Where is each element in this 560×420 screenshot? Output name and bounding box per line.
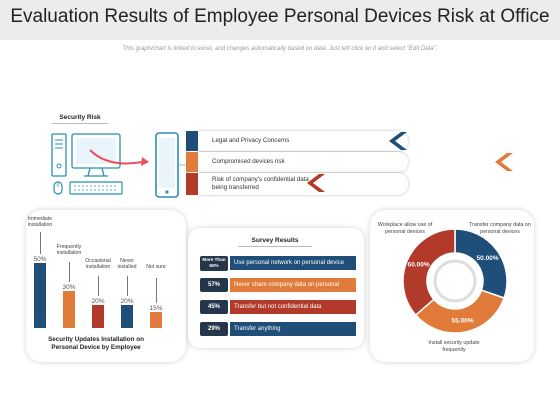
- tablet-icon: [155, 132, 179, 198]
- survey-badge: More Than 60%: [200, 256, 228, 271]
- page-title: Evaluation Results of Employee Personal …: [10, 6, 550, 27]
- bar: [34, 258, 46, 328]
- bar-leader-line: [98, 276, 99, 296]
- bar-chart-panel: [26, 210, 186, 362]
- bar-category-label: Occasional installation: [85, 258, 111, 270]
- bar-leader-line: [40, 232, 41, 254]
- donut-label: Transfer company data on personal device…: [469, 222, 531, 235]
- risk-item-legal: Legal and Privacy Concerns: [186, 131, 408, 151]
- bar: [63, 286, 75, 328]
- donut-label: Install security update frequently: [428, 340, 480, 353]
- donut-label: Workplace allow use of personal devices: [377, 222, 433, 235]
- bar-leader-line: [69, 262, 70, 282]
- survey-bar: Transfer but not confidential data: [230, 300, 356, 314]
- bar-value-label: 20%: [115, 298, 139, 305]
- survey-bar: Use personal network on personal device: [230, 256, 356, 270]
- risk-item-compromised: Compromised devices risk: [186, 152, 408, 172]
- computer-icon: [51, 133, 123, 195]
- survey-badge: 29%: [200, 322, 228, 336]
- bar-leader-line: [127, 276, 128, 296]
- survey-row: More Than 60% Use personal network on pe…: [200, 256, 356, 271]
- survey-row: 57% Never share company data on personal…: [200, 278, 356, 302]
- chevron-left-icon: [307, 174, 325, 192]
- risk-item-label: Risk of company's confidential data bein…: [212, 176, 309, 191]
- bar-leader-line: [156, 278, 157, 303]
- bar-category-label: Not sure: [146, 264, 166, 270]
- donut-chart: 50.00% 55.00% 60.00%: [402, 228, 508, 334]
- survey-title: Survey Results: [238, 237, 312, 247]
- survey-row: 29% Transfer anything: [200, 322, 356, 336]
- risk-color-bar: [186, 131, 198, 151]
- chevron-left-icon: [389, 132, 407, 150]
- risk-color-bar: [186, 173, 198, 195]
- bar-category-label: Frequently installation: [56, 244, 82, 256]
- bar-category-label: Never installed: [117, 258, 137, 270]
- risk-item-confidential: Risk of company's confidential data bein…: [186, 173, 408, 195]
- donut-value-label: 55.00%: [452, 317, 474, 324]
- risk-item-label: Compromised devices risk: [212, 158, 285, 165]
- survey-row: 45% Transfer but not confidential data: [200, 300, 356, 314]
- bar-value-label: 20%: [86, 298, 110, 305]
- survey-bar: Never share company data on personal dev…: [230, 278, 356, 302]
- bar: [92, 300, 104, 328]
- bar-category-label: Immediate installation: [27, 216, 53, 228]
- bar: [150, 307, 162, 328]
- title-band: [0, 0, 560, 40]
- survey-bar: Transfer anything: [230, 322, 356, 336]
- bar-chart-title: Security Updates Installation on Persona…: [48, 336, 144, 351]
- arrow-icon: [89, 149, 149, 166]
- donut-slice: [402, 228, 456, 317]
- page-subtitle: This graph/chart is linked to excel, and…: [122, 46, 438, 52]
- donut-slice: [414, 289, 506, 334]
- donut-value-label: 50.00%: [477, 255, 499, 262]
- survey-badge: 45%: [200, 300, 228, 314]
- bar: [121, 300, 133, 328]
- donut-inner-ring: [433, 259, 477, 303]
- survey-badge: 57%: [200, 278, 228, 292]
- risk-color-bar: [186, 152, 198, 172]
- bar-value-label: 15%: [144, 305, 168, 312]
- risk-item-label: Legal and Privacy Concerns: [212, 137, 290, 144]
- bar-value-label: 50%: [28, 256, 52, 263]
- donut-value-label: 60.00%: [408, 261, 430, 268]
- chevron-left-icon: [495, 153, 513, 171]
- security-risk-label: Security Risk: [52, 114, 108, 124]
- bar-value-label: 30%: [57, 284, 81, 291]
